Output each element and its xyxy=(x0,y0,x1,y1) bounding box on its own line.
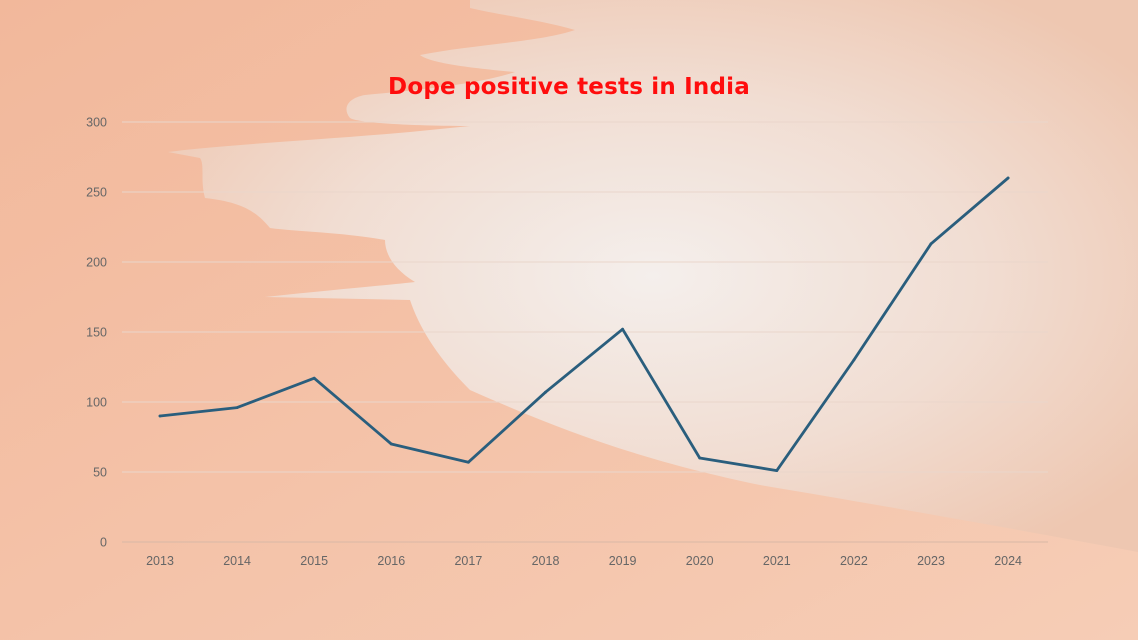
data-point xyxy=(235,406,239,409)
x-tick-label: 2020 xyxy=(686,554,714,568)
light-swoosh-shape xyxy=(168,0,1138,552)
chart-title: Dope positive tests in India xyxy=(388,74,750,100)
x-tick-label: 2023 xyxy=(917,554,945,568)
x-tick-label: 2024 xyxy=(994,554,1022,568)
y-tick-label: 300 xyxy=(86,116,107,130)
y-axis-ticks: 0 50 100 150 200 250 300 xyxy=(86,116,107,550)
series-line xyxy=(158,176,1010,472)
data-point xyxy=(852,358,856,362)
y-tick-label: 200 xyxy=(86,256,107,270)
data-point xyxy=(389,442,393,446)
x-tick-label: 2019 xyxy=(609,554,637,568)
data-point xyxy=(929,242,933,246)
x-tick-label: 2014 xyxy=(223,554,251,568)
data-point xyxy=(312,376,316,380)
data-point xyxy=(1006,176,1010,180)
data-point xyxy=(775,469,779,472)
y-tick-label: 250 xyxy=(86,186,107,200)
series-points xyxy=(158,176,1010,472)
x-tick-label: 2016 xyxy=(377,554,405,568)
y-tick-label: 0 xyxy=(100,536,107,550)
data-point xyxy=(698,456,702,460)
x-tick-label: 2017 xyxy=(454,554,482,568)
x-tick-label: 2018 xyxy=(532,554,560,568)
y-tick-label: 50 xyxy=(93,466,107,480)
gridlines xyxy=(122,121,1048,543)
data-point xyxy=(544,390,547,394)
data-point xyxy=(621,327,624,331)
x-axis-ticks: 2013 2014 2015 2016 2017 2018 2019 2020 2021 2022… xyxy=(146,554,1022,568)
y-tick-label: 100 xyxy=(86,396,107,410)
x-tick-label: 2021 xyxy=(763,554,791,568)
data-point xyxy=(467,460,470,464)
data-point xyxy=(158,414,162,418)
y-tick-label: 150 xyxy=(86,326,107,340)
x-tick-label: 2022 xyxy=(840,554,868,568)
x-tick-label: 2013 xyxy=(146,554,174,568)
x-tick-label: 2015 xyxy=(300,554,328,568)
